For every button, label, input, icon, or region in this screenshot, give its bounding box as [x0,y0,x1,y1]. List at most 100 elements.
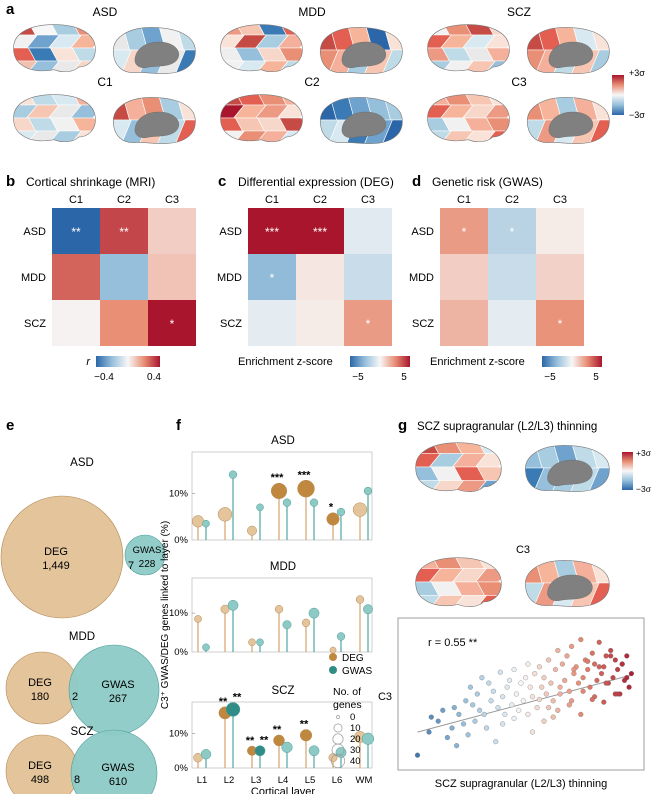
facet-title: SCZ [272,685,295,697]
scatter-point [569,643,575,649]
scatter-point [493,739,499,745]
gwas-star: ** [260,735,269,747]
scatter-point [624,675,630,681]
heatmap-title: Genetic risk (GWAS) [432,175,543,189]
brain-lateral [220,24,303,73]
scatter-point [578,711,584,717]
column-label: C2 [505,194,519,206]
gwas-point [336,632,346,641]
panel-e: e ASD DEG 1,449 7 GWAS 228 MDD DEG 180 2 GWAS 267 SC… [0,417,166,794]
deg-point [329,646,337,654]
brain-medial [525,445,610,492]
brain-medial-wall [341,41,387,68]
facet-title: MDD [270,561,296,573]
brain-regions [427,94,510,142]
gwas-label: GWAS [133,545,162,556]
scatter-point [601,699,607,705]
scatter-point [536,696,542,702]
scatter-point [502,711,508,717]
brain-medial [113,97,196,144]
gwas-label: GWAS [101,679,134,691]
brain-region [174,119,196,144]
brain-outline [113,27,196,74]
scatter-point [628,671,634,677]
scatter-point [587,684,593,690]
deg-point [247,525,257,536]
row-label: ASD [219,226,242,238]
panel-e-letter: e [6,417,14,434]
column-label: C3 [165,194,179,206]
map-label: C1 [97,75,113,89]
overlap-count: 7 [128,560,134,572]
panel-g-colorbar [622,452,633,490]
scatter-point [474,691,480,697]
brain-regions [220,94,303,142]
deg-point [352,502,368,517]
gwas-point [308,745,320,757]
scatter-point [454,743,460,749]
scatter-point [435,718,441,724]
gwas-point [281,741,293,753]
scatter-point [440,707,446,713]
scatter-point [523,675,529,681]
scatter-point [575,680,582,686]
deg-point [273,734,285,747]
gwas-point [256,638,264,647]
panel-letter: d [412,173,421,190]
heatmap-cell [148,254,196,300]
legend-size-label: 0 [350,712,355,723]
scatter-point [541,675,547,681]
deg-point [217,507,233,522]
scatter-point [511,666,517,673]
scatter-point [509,702,515,708]
deg-star: ** [300,718,309,730]
x-tick-label: L4 [278,775,289,786]
heatmap-cell [248,254,296,300]
legend-size-circle [330,753,346,769]
venn-asd: ASD DEG 1,449 7 GWAS 228 [0,457,166,619]
colorbar-tick: 0.4 [147,372,161,383]
scatter-point [539,684,545,690]
significance-star: * [270,271,275,285]
column-label: C1 [69,194,83,206]
row-label: ASD [411,226,434,238]
panel-letter: b [6,173,15,190]
panel-a-letter: a [6,1,15,18]
y-axis-label: C3 [378,691,392,703]
gwas-point [200,749,212,760]
scatter-point [555,707,561,713]
colorbar [96,356,160,367]
deg-star: ** [219,696,228,708]
y-tick: 0% [174,763,188,774]
heatmap-cell [344,208,392,254]
scatter-point [585,666,591,673]
scatter-point [518,680,524,686]
brain-region [588,49,610,74]
scatter-point [495,705,501,711]
scatter-point [550,714,556,720]
heatmap-cell [100,208,148,254]
scatter-point [601,664,607,670]
brain-region [113,119,132,144]
colorbar-tick: −0.4 [94,372,114,383]
scatter-point [546,705,552,711]
legend-size-title: genes [333,699,362,711]
brain-region [525,467,545,492]
scatter-point [463,698,469,704]
brain-regions [415,557,502,607]
column-label: C2 [117,194,131,206]
deg-star: ** [273,724,282,736]
heatmap-cell [344,300,392,346]
scatter-point [596,639,602,645]
brain-medial [527,27,610,74]
deg-star: *** [271,472,285,484]
heatmap-cell [296,208,344,254]
legend-gwas-label: GWAS [342,666,373,677]
venn-title: SCZ [71,726,94,738]
brain-region [527,119,546,144]
scatter-point [619,661,625,667]
overlap-count: 8 [74,774,80,786]
panel-g-colorbar-top: +3σ [636,448,652,458]
deg-star: * [329,502,334,514]
